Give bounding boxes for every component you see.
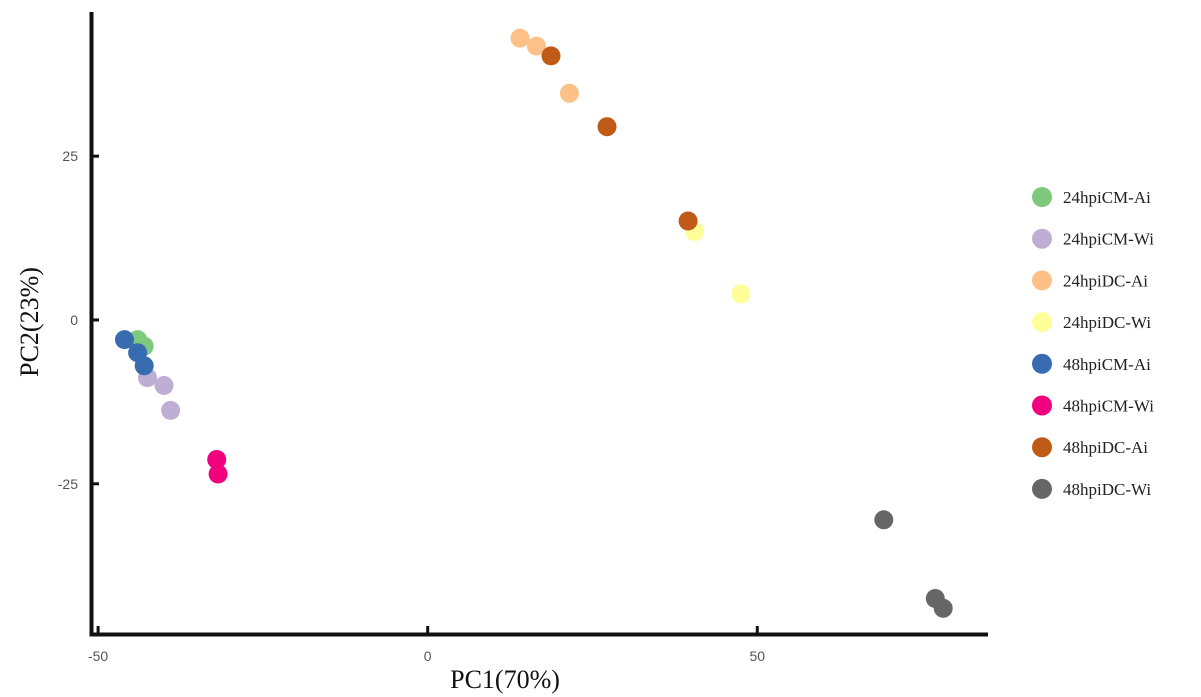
point-48hpidc-ai-1 bbox=[541, 46, 561, 66]
point-24hpicm-wi-3 bbox=[161, 400, 181, 420]
series-48hpidc-wi bbox=[874, 510, 953, 618]
y-tick-label: -25 bbox=[58, 476, 78, 492]
legend-item: 24hpiDC-Ai bbox=[1032, 270, 1148, 291]
legend-label: 24hpiCM-Ai bbox=[1063, 188, 1151, 207]
point-48hpidc-wi-1 bbox=[874, 510, 894, 530]
legend-item: 48hpiDC-Wi bbox=[1032, 478, 1151, 499]
legend-marker bbox=[1032, 270, 1052, 291]
legend-label: 48hpiDC-Ai bbox=[1063, 438, 1148, 457]
legend-item: 24hpiDC-Wi bbox=[1032, 312, 1151, 333]
point-24hpidc-ai-2 bbox=[527, 36, 546, 56]
legend-label: 48hpiCM-Ai bbox=[1063, 355, 1151, 374]
point-48hpicm-wi-1 bbox=[207, 450, 227, 469]
legend-item: 48hpiCM-Wi bbox=[1032, 395, 1154, 416]
series-48hpidc-ai bbox=[541, 46, 698, 231]
legend-marker bbox=[1032, 353, 1052, 374]
legend-label: 48hpiDC-Wi bbox=[1063, 480, 1151, 499]
series-24hpidc-wi bbox=[685, 222, 751, 304]
x-tick-label: 0 bbox=[424, 648, 432, 664]
ticks: -50 0 50 -25 0 25 bbox=[58, 148, 766, 664]
series-24hpicm-wi bbox=[138, 368, 181, 420]
legend-item: 48hpiDC-Ai bbox=[1032, 437, 1148, 458]
y-tick-label: 0 bbox=[70, 312, 78, 328]
point-48hpidc-ai-2 bbox=[597, 117, 617, 137]
x-axis-title: PC1(70%) bbox=[450, 665, 560, 694]
legend: 24hpiCM-Ai 24hpiCM-Wi 24hpiDC-Ai 24hpiDC-Wi… bbox=[1032, 187, 1154, 499]
point-48hpidc-ai-3 bbox=[678, 211, 698, 231]
point-24hpicm-wi-2 bbox=[154, 376, 174, 395]
legend-marker bbox=[1032, 478, 1052, 499]
series-48hpicm-wi bbox=[207, 450, 228, 484]
point-24hpidc-ai-3 bbox=[559, 83, 579, 103]
series-48hpicm-ai bbox=[115, 330, 154, 376]
y-axis-title: PC2(23%) bbox=[15, 267, 44, 377]
legend-marker bbox=[1032, 395, 1052, 416]
legend-marker bbox=[1032, 437, 1052, 458]
legend-label: 24hpiDC-Ai bbox=[1063, 271, 1148, 290]
x-tick-label: -50 bbox=[88, 648, 108, 664]
point-48hpicm-ai-3 bbox=[134, 356, 154, 376]
legend-item: 48hpiCM-Ai bbox=[1032, 353, 1151, 374]
legend-marker bbox=[1032, 312, 1052, 333]
legend-marker bbox=[1032, 187, 1052, 207]
x-tick-label: 50 bbox=[749, 648, 765, 664]
series-24hpidc-ai bbox=[510, 28, 579, 103]
axes bbox=[89, 12, 988, 637]
point-24hpidc-ai-1 bbox=[510, 28, 530, 48]
point-48hpicm-ai-1 bbox=[115, 330, 134, 350]
legend-marker bbox=[1032, 228, 1052, 249]
point-48hpicm-wi-2 bbox=[208, 464, 228, 484]
points-layer bbox=[115, 28, 953, 618]
legend-item: 24hpiCM-Wi bbox=[1032, 228, 1154, 249]
y-tick-label: 25 bbox=[62, 148, 78, 164]
legend-label: 24hpiCM-Wi bbox=[1063, 230, 1154, 249]
legend-label: 24hpiDC-Wi bbox=[1063, 313, 1151, 332]
point-24hpidc-wi-2 bbox=[731, 284, 751, 304]
legend-label: 48hpiCM-Wi bbox=[1063, 397, 1154, 416]
point-48hpidc-wi-3 bbox=[933, 598, 953, 618]
legend-item: 24hpiCM-Ai bbox=[1032, 187, 1151, 207]
